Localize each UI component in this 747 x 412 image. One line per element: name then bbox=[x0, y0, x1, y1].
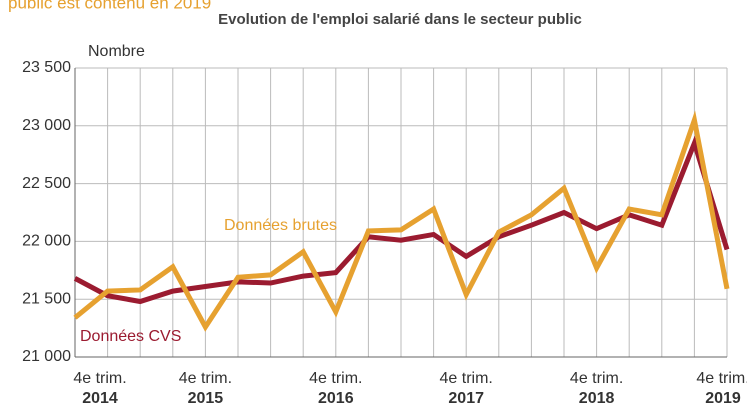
series-label: Données CVS bbox=[80, 328, 181, 345]
x-tick-line: 2016 bbox=[318, 390, 354, 407]
x-tick-line: 2018 bbox=[579, 390, 615, 407]
x-tick-line: 2017 bbox=[448, 390, 484, 407]
series-line bbox=[73, 110, 730, 332]
x-tick-label: 4e trim. 2017 bbox=[440, 370, 493, 407]
x-tick-label: 4e trim. 2015 bbox=[179, 370, 232, 407]
x-tick-line: 4e trim. bbox=[570, 370, 623, 387]
x-tick-line: 2015 bbox=[188, 390, 224, 407]
x-tick-label: 4e trim. 2019 bbox=[696, 370, 747, 407]
x-tick-line: 4e trim. bbox=[440, 370, 493, 387]
series-label: Données brutes bbox=[224, 217, 337, 234]
y-axis-label: Nombre bbox=[88, 43, 145, 60]
header: public est contenu en 2019 bbox=[8, 0, 211, 12]
x-tick-label: 4e trim. 2014 bbox=[73, 370, 126, 407]
x-tick-line: 4e trim. bbox=[309, 370, 362, 387]
x-tick-line: 4e trim. bbox=[696, 370, 747, 387]
y-tick-label: 21 000 bbox=[22, 348, 71, 365]
y-tick-label: 23 500 bbox=[22, 59, 71, 76]
x-tick-line: 2019 bbox=[705, 390, 741, 407]
y-tick-label: 21 500 bbox=[22, 290, 71, 307]
x-tick-line: 4e trim. bbox=[73, 370, 126, 387]
x-tick-line: 2014 bbox=[82, 390, 118, 407]
x-tick-line: 4e trim. bbox=[179, 370, 232, 387]
y-tick-label: 22 000 bbox=[22, 233, 71, 250]
y-tick-label: 23 000 bbox=[22, 117, 71, 134]
x-tick-label: 4e trim. 2018 bbox=[570, 370, 623, 407]
chart-title: Evolution de l'emploi salarié dans le se… bbox=[218, 11, 582, 28]
x-tick-label: 4e trim. 2016 bbox=[309, 370, 362, 407]
y-tick-label: 22 500 bbox=[22, 175, 71, 192]
